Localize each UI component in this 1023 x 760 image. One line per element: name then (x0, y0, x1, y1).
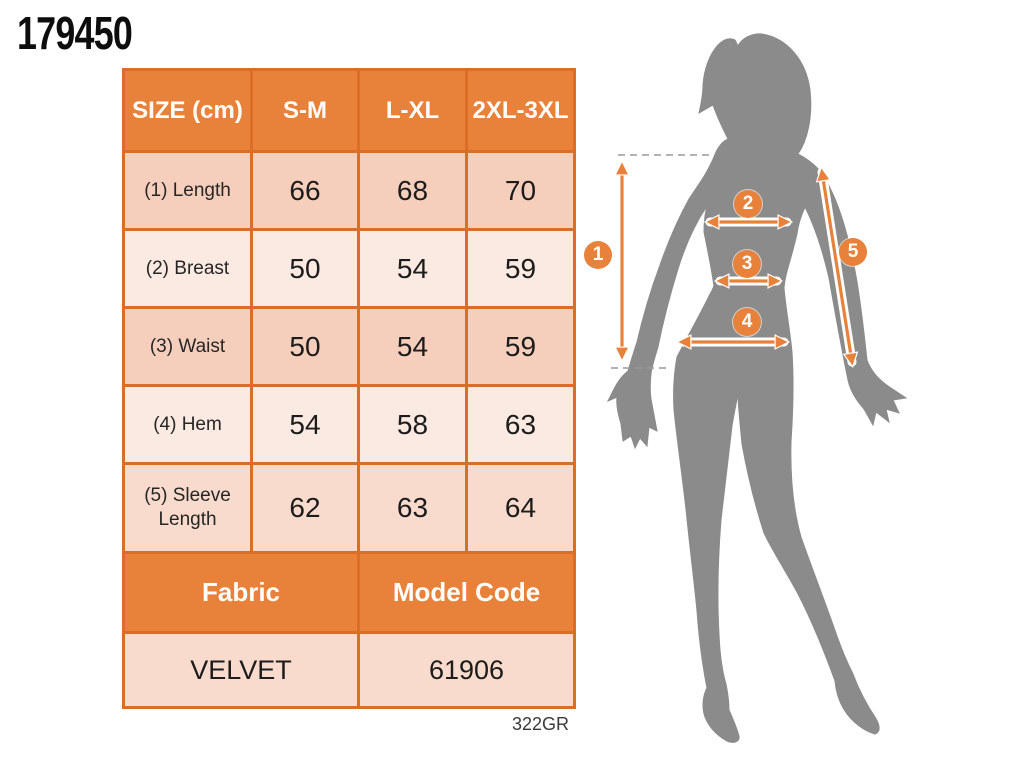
header-size-lxl: L-XL (357, 68, 468, 153)
table-footer-value-row: VELVET 61906 (122, 631, 576, 709)
product-code: 179450 (17, 7, 133, 59)
marker-1-length: 1 (584, 241, 612, 269)
size-table-header-row: SIZE (cm) S-M L-XL 2XL-3XL (122, 68, 576, 153)
cell-value: 50 (250, 228, 360, 309)
marker-2-breast: 2 (734, 190, 762, 218)
row-label: (3) Waist (122, 306, 253, 387)
cell-value: 63 (465, 384, 576, 465)
table-row-breast: (2) Breast 50 54 59 (122, 228, 576, 309)
marker-5-sleeve: 5 (839, 238, 867, 266)
table-row-hem: (4) Hem 54 58 63 (122, 384, 576, 465)
header-size-unit: SIZE (cm) (122, 68, 253, 153)
row-label: (4) Hem (122, 384, 253, 465)
cell-value: 54 (250, 384, 360, 465)
cell-value: 59 (465, 228, 576, 309)
fabric-header: Fabric (122, 551, 360, 634)
cell-value: 62 (250, 462, 360, 554)
row-label: (1) Length (122, 150, 253, 231)
model-code-header: Model Code (357, 551, 576, 634)
table-row-length: (1) Length 66 68 70 (122, 150, 576, 231)
cell-value: 63 (357, 462, 468, 554)
cell-value: 68 (357, 150, 468, 231)
marker-4-hem: 4 (733, 308, 761, 336)
cell-value: 70 (465, 150, 576, 231)
header-size-2xl3xl: 2XL-3XL (465, 68, 576, 153)
cell-value: 59 (465, 306, 576, 387)
weight-note: 322GR (511, 714, 569, 734)
table-footer-header-row: Fabric Model Code (122, 551, 576, 634)
table-row-sleeve-length: (5) Sleeve Length 62 63 64 (122, 462, 576, 554)
cell-value: 58 (357, 384, 468, 465)
table-row-waist: (3) Waist 50 54 59 (122, 306, 576, 387)
cell-value: 50 (250, 306, 360, 387)
size-table: SIZE (cm) S-M L-XL 2XL-3XL (1) Length 66… (122, 68, 576, 709)
marker-3-waist: 3 (733, 250, 761, 278)
header-size-sm: S-M (250, 68, 360, 153)
arrow-sleeve (822, 172, 852, 362)
cell-value: 54 (357, 306, 468, 387)
model-code-value: 61906 (357, 631, 576, 709)
cell-value: 64 (465, 462, 576, 554)
female-silhouette-shape (606, 33, 908, 743)
row-label: (5) Sleeve Length (122, 462, 253, 554)
cell-value: 54 (357, 228, 468, 309)
fabric-value: VELVET (122, 631, 360, 709)
cell-value: 66 (250, 150, 360, 231)
row-label: (2) Breast (122, 228, 253, 309)
